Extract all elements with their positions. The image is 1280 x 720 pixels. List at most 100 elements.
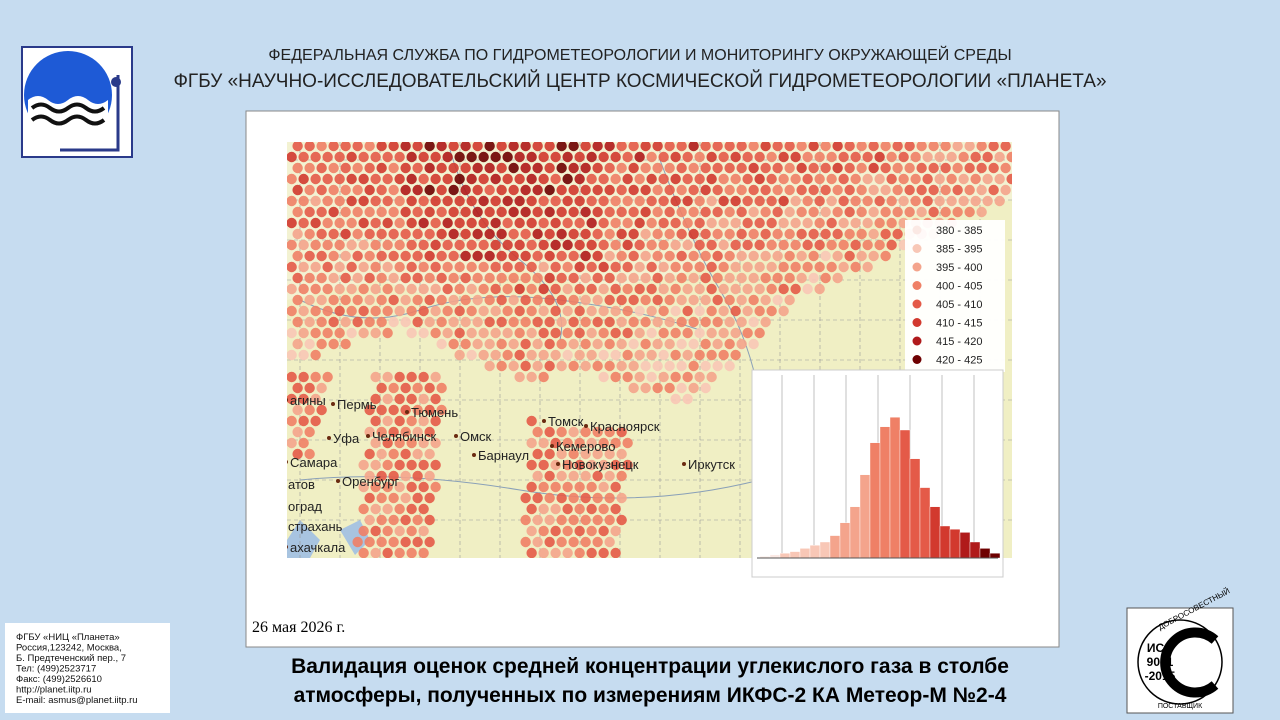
map-dot bbox=[340, 142, 351, 152]
map-dot bbox=[610, 327, 621, 339]
map-dot bbox=[304, 316, 315, 328]
map-dot bbox=[484, 162, 495, 174]
map-dot bbox=[460, 184, 471, 196]
map-dot bbox=[598, 173, 609, 185]
contact-line: Тел: (499)2523717 bbox=[16, 664, 96, 675]
map-dot bbox=[688, 206, 699, 218]
map-dot bbox=[370, 217, 381, 229]
map-dot bbox=[616, 184, 627, 196]
map-dot bbox=[616, 470, 627, 482]
map-dot bbox=[358, 261, 369, 273]
map-dot bbox=[880, 162, 891, 174]
map-dot bbox=[790, 217, 801, 229]
map-dot bbox=[844, 206, 855, 218]
map-dot bbox=[568, 250, 579, 262]
badge-text: 9001 bbox=[1147, 655, 1174, 669]
map-dot bbox=[532, 360, 543, 372]
map-dot bbox=[544, 294, 555, 306]
map-dot bbox=[532, 228, 543, 240]
map-dot bbox=[802, 217, 813, 229]
map-dot bbox=[472, 316, 483, 328]
map-dot bbox=[340, 294, 351, 306]
map-dot bbox=[706, 327, 717, 339]
map-dot bbox=[592, 228, 603, 240]
map-dot bbox=[568, 142, 579, 152]
map-dot bbox=[826, 239, 837, 251]
map-dot bbox=[994, 195, 1005, 207]
map-dot bbox=[772, 250, 783, 262]
legend-swatch bbox=[912, 244, 922, 253]
map-dot bbox=[424, 514, 435, 526]
map-dot bbox=[382, 459, 393, 471]
map-dot bbox=[316, 404, 327, 416]
histogram-bar bbox=[979, 548, 991, 559]
map-dot bbox=[436, 404, 447, 416]
map-dot bbox=[580, 316, 591, 328]
map-dot bbox=[400, 272, 411, 284]
map-dot bbox=[406, 151, 417, 163]
map-dot bbox=[718, 195, 729, 207]
map-dot bbox=[526, 437, 537, 449]
map-dot bbox=[766, 217, 777, 229]
map-dot bbox=[400, 142, 411, 152]
map-dot bbox=[316, 382, 327, 394]
map-dot bbox=[388, 162, 399, 174]
map-dot bbox=[544, 426, 555, 438]
map-dot bbox=[490, 195, 501, 207]
map-dot bbox=[514, 305, 525, 317]
map-dot bbox=[424, 448, 435, 460]
city-dot bbox=[287, 545, 288, 549]
map-dot bbox=[370, 195, 381, 207]
map-dot bbox=[364, 294, 375, 306]
map-dot bbox=[766, 305, 777, 317]
map-dot bbox=[400, 470, 411, 482]
map-dot bbox=[394, 305, 405, 317]
map-dot bbox=[580, 536, 591, 548]
map-dot bbox=[682, 217, 693, 229]
map-dot bbox=[658, 195, 669, 207]
map-dot bbox=[772, 142, 783, 152]
map-dot bbox=[760, 316, 771, 328]
map-dot bbox=[526, 217, 537, 229]
caption: Валидация оценок средней концентрации уг… bbox=[291, 655, 1009, 678]
map-dot bbox=[292, 426, 303, 438]
map-dot bbox=[706, 239, 717, 251]
legend-label: 380 - 385 bbox=[936, 225, 982, 237]
map-dot bbox=[478, 239, 489, 251]
map-dot bbox=[580, 142, 591, 152]
map-dot bbox=[514, 371, 525, 383]
map-dot bbox=[508, 206, 519, 218]
map-dot bbox=[670, 217, 681, 229]
map-dot bbox=[556, 536, 567, 548]
city-label: Кемерово bbox=[556, 439, 615, 454]
map-dot bbox=[292, 206, 303, 218]
map-dot bbox=[400, 316, 411, 328]
map-dot bbox=[850, 173, 861, 185]
map-dot bbox=[862, 151, 873, 163]
map-dot bbox=[394, 283, 405, 295]
map-dot bbox=[724, 250, 735, 262]
map-dot bbox=[796, 142, 807, 152]
map-dot bbox=[562, 283, 573, 295]
map-dot bbox=[532, 470, 543, 482]
map-dot bbox=[562, 525, 573, 537]
map-dot bbox=[490, 283, 501, 295]
histogram-bar bbox=[809, 545, 821, 559]
histogram-bar bbox=[879, 426, 891, 559]
map-dot bbox=[532, 316, 543, 328]
map-dot bbox=[814, 261, 825, 273]
map-dot bbox=[352, 250, 363, 262]
map-dot bbox=[436, 338, 447, 350]
map-dot bbox=[544, 492, 555, 504]
legend-swatch bbox=[912, 299, 922, 309]
caption: атмосферы, полученных по измерениям ИКФС… bbox=[294, 684, 1007, 707]
map-dot bbox=[856, 228, 867, 240]
map-dot bbox=[406, 371, 417, 383]
city-label: агины bbox=[290, 393, 326, 408]
map-dot bbox=[346, 283, 357, 295]
map-dot bbox=[724, 142, 735, 152]
map-dot bbox=[370, 283, 381, 295]
map-dot bbox=[532, 142, 543, 152]
map-dot bbox=[472, 272, 483, 284]
map-dot bbox=[988, 142, 999, 152]
